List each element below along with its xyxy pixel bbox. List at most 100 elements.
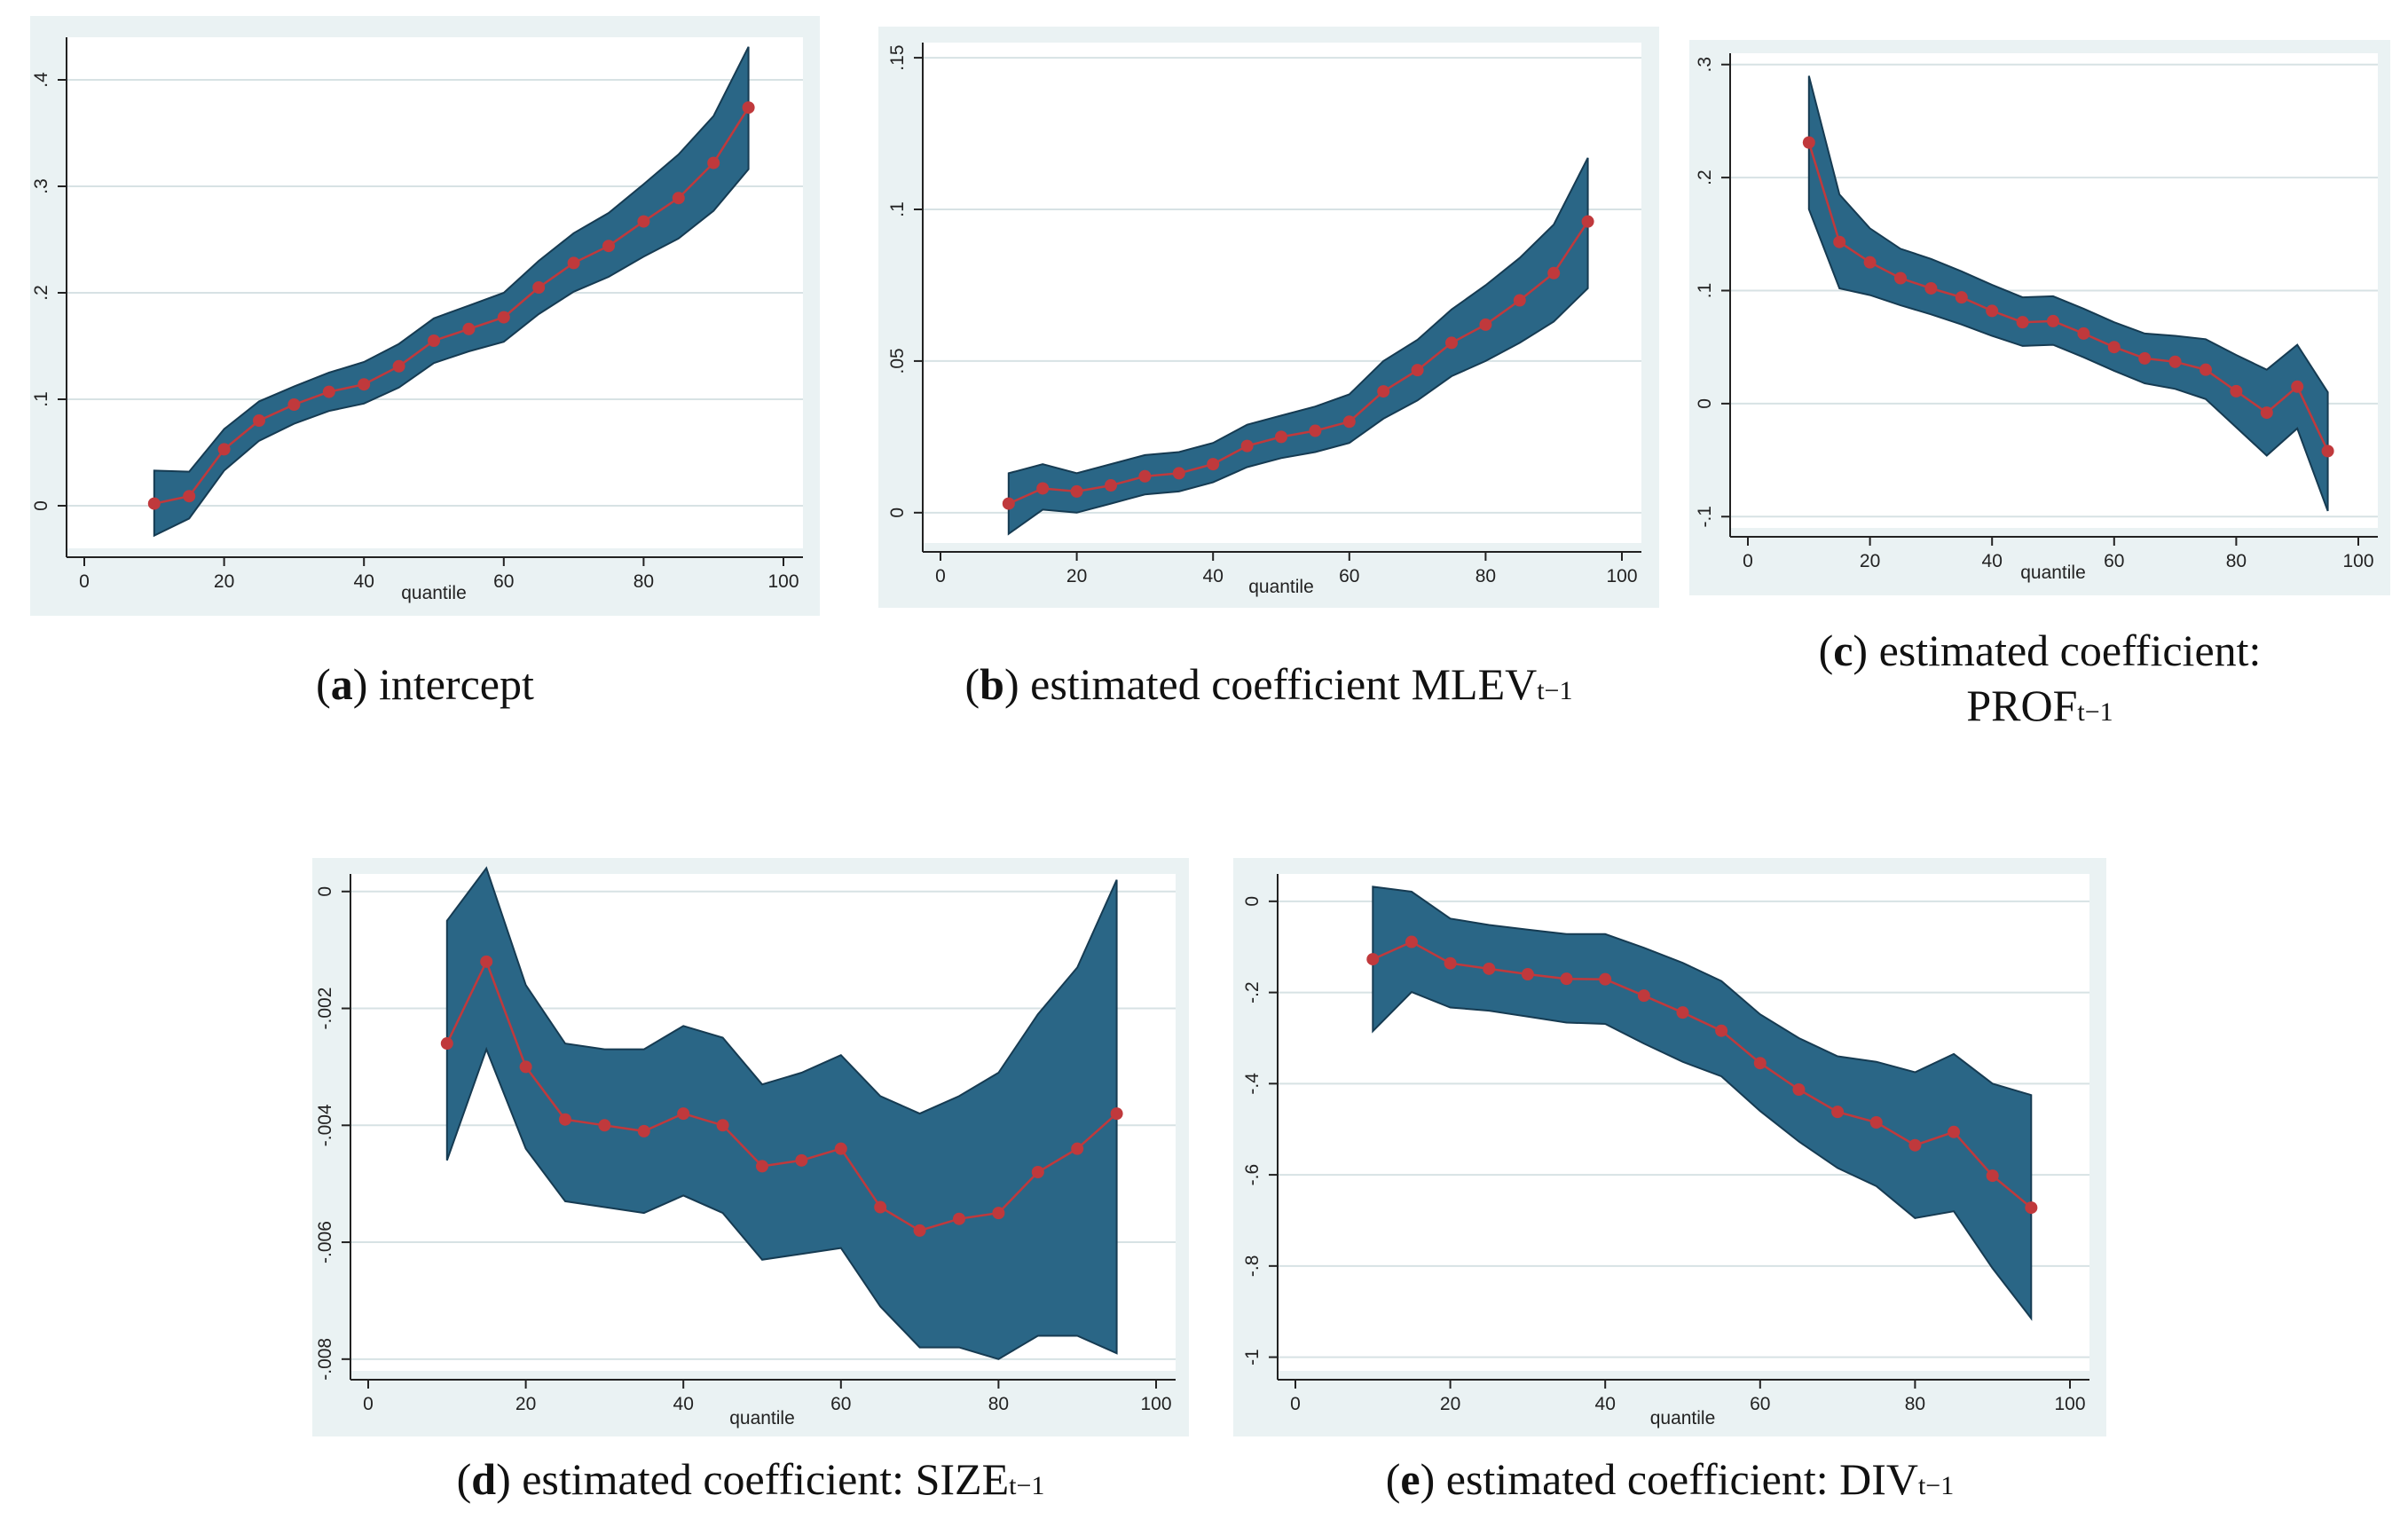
estimate-point-e-11 bbox=[1792, 1083, 1806, 1097]
x-tick-label-a-5: 100 bbox=[767, 571, 799, 592]
x-tick-label-a-0: 0 bbox=[79, 571, 90, 592]
estimate-point-b-13 bbox=[1445, 336, 1458, 350]
estimate-point-c-15 bbox=[2260, 406, 2273, 420]
estimate-point-d-2 bbox=[519, 1060, 532, 1074]
caption-d: (d) estimated coefficient: SIZEt−1 bbox=[456, 1454, 1045, 1504]
estimate-point-e-13 bbox=[1869, 1116, 1883, 1129]
estimate-point-e-15 bbox=[1948, 1125, 1961, 1138]
estimate-point-a-15 bbox=[672, 192, 685, 205]
x-tick-label-a-1: 20 bbox=[214, 571, 234, 592]
estimate-point-c-11 bbox=[2138, 351, 2152, 365]
y-tick-label-b-0: 0 bbox=[887, 508, 908, 518]
confidence-band-b bbox=[1007, 157, 1589, 536]
confidence-band-c bbox=[1807, 75, 2329, 512]
estimate-point-a-6 bbox=[358, 378, 371, 391]
confidence-band-d bbox=[445, 866, 1118, 1360]
estimate-point-c-5 bbox=[1955, 291, 1968, 304]
estimate-point-e-5 bbox=[1560, 972, 1573, 986]
x-tick-label-e-0: 0 bbox=[1290, 1394, 1301, 1414]
estimate-point-e-12 bbox=[1831, 1106, 1845, 1119]
y-tick-label-d-1: -.006 bbox=[315, 1221, 335, 1263]
x-tick-label-c-2: 40 bbox=[1982, 551, 2003, 571]
estimate-point-a-2 bbox=[217, 443, 231, 456]
estimate-point-b-11 bbox=[1377, 385, 1390, 398]
estimate-point-b-6 bbox=[1207, 458, 1220, 471]
estimate-line-d bbox=[445, 958, 1118, 1232]
estimate-point-d-6 bbox=[677, 1107, 690, 1121]
y-tick-label-e-1: -.8 bbox=[1242, 1255, 1263, 1278]
estimate-point-e-2 bbox=[1444, 956, 1457, 970]
caption-e: (e) estimated coefficient: DIVt−1 bbox=[1385, 1454, 1955, 1504]
x-tick-label-c-4: 80 bbox=[2226, 551, 2247, 571]
estimate-point-d-17 bbox=[1110, 1107, 1123, 1121]
y-tick-label-d-2: -.004 bbox=[315, 1104, 335, 1146]
estimate-point-c-12 bbox=[2168, 355, 2182, 368]
estimate-point-a-14 bbox=[637, 215, 650, 228]
estimate-point-e-3 bbox=[1483, 962, 1496, 975]
estimate-point-a-9 bbox=[462, 322, 476, 335]
y-tick-label-e-5: 0 bbox=[1242, 896, 1263, 907]
y-tick-label-a-0: 0 bbox=[31, 500, 51, 511]
estimate-point-b-12 bbox=[1411, 364, 1424, 377]
estimate-point-e-8 bbox=[1676, 1006, 1689, 1019]
estimate-point-a-10 bbox=[497, 311, 510, 324]
x-tick-label-e-2: 40 bbox=[1595, 1394, 1616, 1414]
estimate-point-e-16 bbox=[1986, 1169, 1999, 1183]
x-tick-label-d-4: 80 bbox=[988, 1394, 1009, 1414]
estimate-point-c-13 bbox=[2199, 363, 2212, 376]
estimate-point-e-7 bbox=[1637, 989, 1650, 1003]
confidence-band-e bbox=[1372, 885, 2033, 1321]
estimate-point-a-13 bbox=[602, 240, 615, 253]
estimate-point-e-6 bbox=[1599, 972, 1612, 986]
estimate-point-c-14 bbox=[2230, 384, 2243, 397]
estimate-point-d-10 bbox=[834, 1142, 847, 1155]
estimate-point-b-1 bbox=[1036, 482, 1050, 495]
estimate-point-d-8 bbox=[756, 1160, 768, 1173]
estimate-point-c-0 bbox=[1802, 136, 1815, 149]
estimate-point-d-12 bbox=[913, 1224, 926, 1237]
x-axis-title-b: quantile bbox=[1248, 577, 1314, 597]
x-axis-title-d: quantile bbox=[729, 1408, 795, 1428]
estimate-point-b-2 bbox=[1070, 484, 1083, 498]
x-tick-label-b-3: 60 bbox=[1339, 566, 1359, 586]
estimate-point-a-1 bbox=[183, 490, 196, 503]
y-tick-label-a-1: .1 bbox=[31, 391, 51, 407]
estimate-point-c-3 bbox=[1894, 272, 1907, 285]
caption-b: (b) estimated coefficient MLEVt−1 bbox=[964, 659, 1573, 709]
estimate-point-a-16 bbox=[707, 156, 720, 169]
x-tick-label-a-3: 60 bbox=[493, 571, 514, 592]
estimate-point-a-0 bbox=[147, 497, 161, 510]
estimate-point-b-7 bbox=[1240, 439, 1254, 453]
y-tick-label-b-1: .05 bbox=[887, 348, 908, 374]
y-tick-label-d-3: -.002 bbox=[315, 988, 335, 1030]
x-tick-label-b-2: 40 bbox=[1203, 566, 1224, 586]
y-tick-label-e-2: -.6 bbox=[1242, 1164, 1263, 1186]
estimate-point-a-12 bbox=[567, 256, 580, 270]
x-tick-label-a-4: 80 bbox=[633, 571, 654, 592]
estimate-point-a-17 bbox=[742, 101, 755, 114]
x-tick-label-d-0: 0 bbox=[363, 1394, 374, 1414]
estimate-point-c-6 bbox=[1986, 304, 1999, 318]
x-tick-label-b-4: 80 bbox=[1475, 566, 1496, 586]
estimate-point-c-2 bbox=[1863, 256, 1877, 269]
x-tick-label-e-5: 100 bbox=[2054, 1394, 2085, 1414]
estimate-point-b-10 bbox=[1342, 415, 1356, 429]
estimate-point-d-15 bbox=[1031, 1166, 1044, 1178]
x-tick-label-a-2: 40 bbox=[354, 571, 374, 592]
estimate-point-e-1 bbox=[1405, 935, 1418, 948]
x-tick-label-c-0: 0 bbox=[1743, 551, 1753, 571]
estimate-line-a bbox=[153, 106, 750, 505]
estimate-point-d-4 bbox=[598, 1119, 611, 1132]
y-tick-label-e-4: -.2 bbox=[1242, 981, 1263, 1003]
x-tick-label-e-3: 60 bbox=[1750, 1394, 1770, 1414]
estimate-point-c-1 bbox=[1833, 235, 1846, 248]
estimate-point-e-0 bbox=[1366, 953, 1380, 966]
estimate-point-d-13 bbox=[953, 1212, 965, 1225]
y-tick-label-d-4: 0 bbox=[315, 886, 335, 897]
confidence-band-a bbox=[153, 46, 750, 538]
x-tick-label-c-1: 20 bbox=[1860, 551, 1880, 571]
estimate-point-b-3 bbox=[1105, 479, 1117, 492]
estimate-point-e-9 bbox=[1715, 1024, 1728, 1037]
